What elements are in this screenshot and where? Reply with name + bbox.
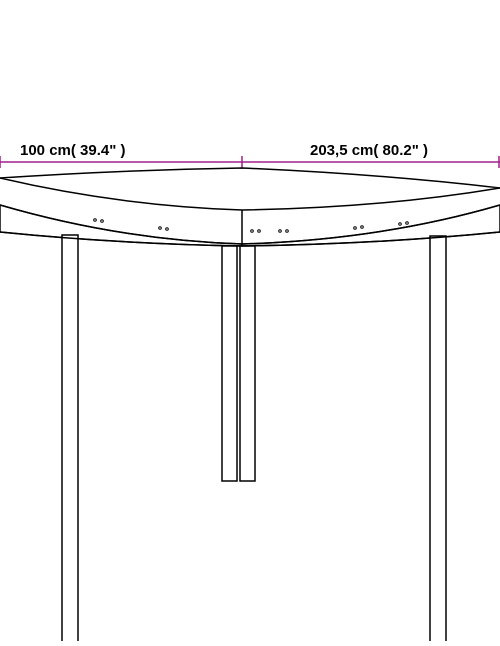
dimension-lines: 100 cm( 39.4" ) 203,5 cm( 80.2" ): [0, 142, 500, 168]
leg-3: [240, 246, 255, 481]
dim-label-width: 203,5 cm( 80.2" ): [310, 142, 428, 159]
technical-drawing: 100 cm( 39.4" ) 203,5 cm( 80.2" ): [0, 0, 500, 641]
table-legs: [62, 235, 446, 641]
leg-2: [222, 246, 237, 481]
fasteners: [94, 219, 409, 233]
leg-4: [430, 236, 446, 641]
dim-label-depth: 100 cm( 39.4" ): [20, 142, 126, 159]
top-thickness: [0, 178, 500, 210]
leg-1: [62, 235, 78, 641]
